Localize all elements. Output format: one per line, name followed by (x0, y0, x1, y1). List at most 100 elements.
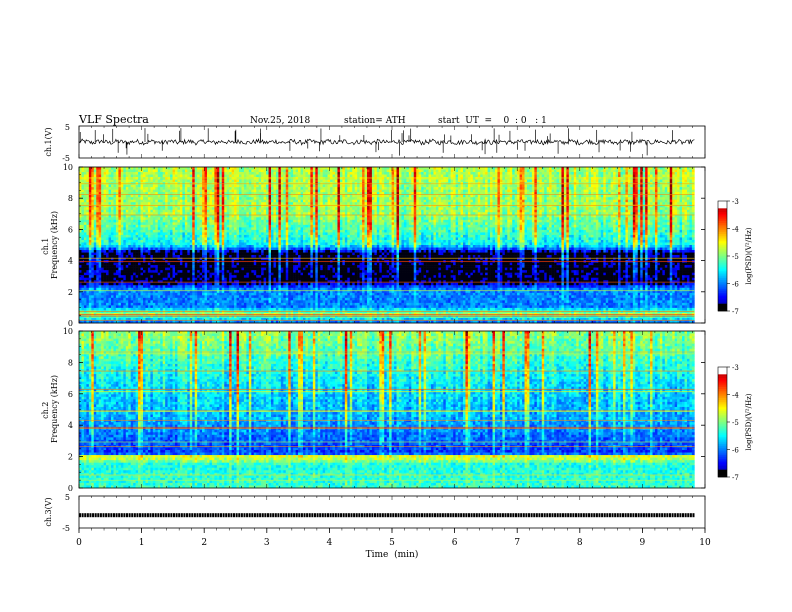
ch1-spectrogram-cell (263, 189, 267, 193)
ch1-spectrogram-cell (541, 169, 545, 173)
ch1-spectrogram-cell (519, 207, 523, 211)
ch1-spectrogram-cell (608, 189, 611, 193)
ch1-spectrogram-cell (423, 174, 427, 178)
ch1-spectrogram-cell (391, 194, 395, 198)
ch1-spectrogram-cell (199, 187, 203, 190)
ch1-spectrogram-cell (586, 194, 589, 198)
ch1-spectrogram-cell (147, 209, 151, 213)
ch1-spectrogram-cell (125, 207, 129, 211)
ch1-spectrogram-cell (418, 172, 422, 175)
ch1-spectrogram-cell (155, 214, 159, 218)
ch1-spectrogram-cell (529, 192, 533, 195)
ch1-spectrogram-cell (421, 172, 424, 175)
ch1-spectrogram-cell (600, 172, 604, 175)
ch1-spectrogram-cell (576, 167, 579, 170)
ch1-spectrogram-cell (364, 179, 368, 183)
ch1-spectrogram-cell (206, 192, 210, 195)
ch1-spectrogram-cell (234, 187, 237, 190)
ch1-spectrogram-cell (275, 204, 279, 208)
ch1-spectrogram-cell (143, 169, 146, 173)
ch1-spectrogram-cell (581, 197, 584, 201)
ch1-spectrogram-cell (133, 172, 136, 175)
ch1-spectrogram-cell (576, 194, 579, 198)
ch1-spectrogram-cell (640, 167, 643, 170)
ch1-spectrogram-cell (194, 212, 198, 216)
ch1-spectrogram-cell (160, 167, 163, 170)
ch1-spectrogram-cell (270, 172, 274, 175)
ch1-spectrogram-cell (526, 204, 530, 208)
ch1-spectrogram-cell (630, 174, 634, 178)
ch1-spectrogram-cell (170, 177, 173, 180)
ch1-spectrogram-cell (549, 169, 552, 173)
ch1-spectrogram-cell (620, 172, 624, 175)
ch1-spectrogram-cell (91, 174, 95, 178)
ch1-spectrogram-cell (455, 197, 459, 201)
ch1-spectrogram-cell (679, 197, 683, 201)
ch1-spectrogram-cell (406, 199, 410, 203)
ch1-spectrogram-cell (182, 199, 186, 203)
ch1-spectrogram-cell (467, 187, 471, 190)
ch1-spectrogram-cell (421, 187, 424, 190)
ch1-spectrogram-cell (637, 199, 641, 203)
ch1-spectrogram-cell (236, 209, 240, 213)
ch1-spectrogram-cell (165, 187, 168, 190)
ch1-spectrogram-cell (686, 212, 690, 216)
ch1-spectrogram-cell (534, 169, 538, 173)
ch1-spectrogram-cell (253, 209, 257, 213)
ch1-spectrogram-cell (334, 184, 338, 188)
ch1-spectrogram-cell (522, 184, 525, 188)
ch1-spectrogram-cell (216, 187, 220, 190)
ch1-spectrogram-cell (541, 199, 545, 203)
ch1-spectrogram-cell (175, 212, 178, 216)
ch1-spectrogram-cell (462, 174, 466, 178)
ch1-spectrogram-cell (544, 174, 547, 178)
ch1-spectrogram-cell (238, 214, 242, 218)
ch1-spectrogram-cell (88, 204, 92, 208)
ch1-spectrogram-cell (295, 207, 299, 211)
ch1-spectrogram-cell (593, 179, 597, 183)
ch1-spectrogram-cell (120, 207, 124, 211)
ch1-spectrogram-cell (172, 167, 176, 170)
ch1-spectrogram-cell (138, 214, 141, 218)
ch1-spectrogram-cell (290, 199, 294, 203)
ch1-spectrogram-cell (152, 172, 156, 175)
ch1-spectrogram-cell (416, 172, 419, 175)
ch1-spectrogram-cell (659, 189, 663, 193)
ch1-spectrogram-cell (376, 184, 380, 188)
ch1-spectrogram-cell (120, 197, 124, 201)
ch1-spectrogram-cell (371, 202, 375, 206)
ch1-spectrogram-cell (529, 169, 533, 173)
ch1-spectrogram-cell (128, 202, 131, 206)
ch1-spectrogram-cell (546, 209, 550, 213)
ch1-spectrogram-cell (650, 207, 653, 211)
ch1-spectrogram-cell (625, 179, 629, 183)
ch1-spectrogram-cell (551, 179, 555, 183)
ch1-spectrogram-cell (293, 167, 296, 170)
ch1-spectrogram-cell (590, 204, 594, 208)
ch1-spectrogram-cell (576, 197, 579, 201)
ch1-spectrogram-cell (83, 212, 87, 216)
ch1-spectrogram-cell (106, 169, 109, 173)
ch1-spectrogram-cell (150, 184, 154, 188)
ch1-spectrogram-cell (556, 169, 560, 173)
ch1-spectrogram-cell (625, 192, 629, 195)
ch1-spectrogram-cell (430, 174, 434, 178)
ch1-spectrogram-cell (138, 202, 141, 206)
ch1-spectrogram-cell (689, 192, 693, 195)
ch1-spectrogram-cell (231, 197, 235, 201)
ch1-spectrogram-cell (261, 194, 264, 198)
ch1-spectrogram-cell (541, 172, 545, 175)
ch1-spectrogram-cell (625, 174, 629, 178)
ch1-spectrogram-cell (241, 214, 245, 218)
ch1-spectrogram-cell (157, 192, 161, 195)
ch1-spectrogram-cell (140, 189, 144, 193)
ch1-spectrogram-cell (470, 187, 474, 190)
ch1-spectrogram-cell (549, 212, 552, 216)
ch1-spectrogram-cell (307, 189, 311, 193)
ch1-spectrogram-cell (534, 204, 538, 208)
ch1-spectrogram-cell (566, 169, 570, 173)
ch1-spectrogram-cell (625, 167, 629, 170)
ch1-spectrogram-cell (662, 207, 666, 211)
ch1-spectrogram-cell (246, 199, 250, 203)
ch1-spectrogram-cell (413, 189, 417, 193)
